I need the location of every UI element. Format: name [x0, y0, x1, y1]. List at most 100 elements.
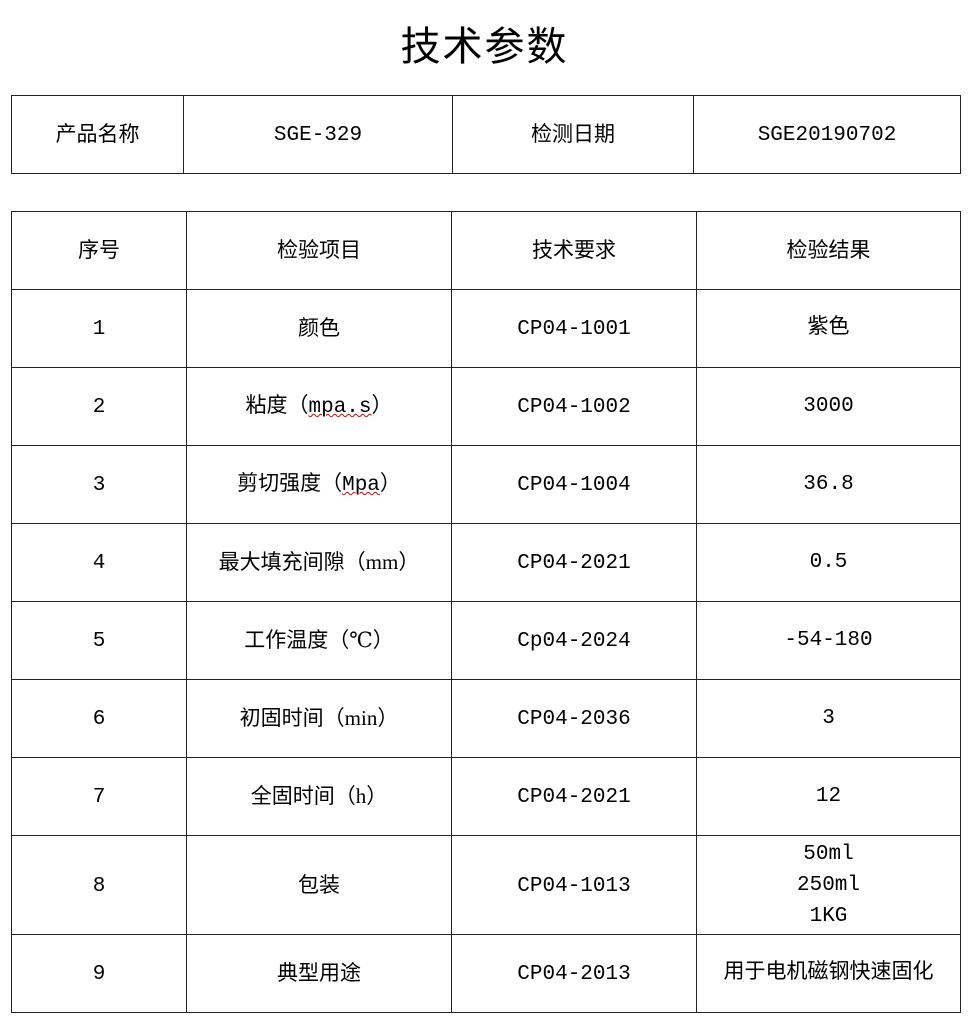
row-item: 包装 — [186, 835, 452, 935]
item-text: 初固时间（min） — [239, 706, 399, 730]
row-requirement: CP04-1013 — [451, 835, 697, 935]
item-text: 全固时间（h） — [250, 784, 388, 808]
row-result: 3000 — [696, 367, 961, 446]
row-requirement: CP04-1001 — [451, 289, 697, 368]
requirement-text: CP04-1013 — [517, 874, 631, 898]
row-result: 用于电机磁钢快速固化 — [696, 934, 961, 1013]
item-close: ） — [371, 393, 393, 417]
row-no-text: 4 — [92, 552, 106, 575]
requirement-text: CP04-2021 — [517, 552, 631, 575]
product-name-value: SGE-329 — [183, 95, 453, 174]
product-info-table: 产品名称 SGE-329 检测日期 SGE20190702 — [11, 95, 961, 174]
table-row: 4 最大填充间隙（mm） CP04-2021 0.5 — [11, 523, 961, 602]
test-date-label: 检测日期 — [452, 95, 694, 174]
product-name-text: SGE-329 — [273, 124, 363, 147]
result-line: 50ml — [803, 842, 854, 866]
item-close: ） — [379, 471, 401, 495]
item-text: 颜色 — [298, 316, 340, 340]
row-result: 50ml 250ml 1KG — [696, 835, 961, 935]
result-line: 12 — [815, 785, 842, 808]
row-requirement: CP04-2013 — [451, 934, 697, 1013]
test-date-text: SGE20190702 — [757, 124, 897, 147]
item-text: 典型用途 — [277, 961, 361, 985]
item-unit: mpa.s — [308, 396, 372, 419]
row-requirement: CP04-1004 — [451, 445, 697, 524]
requirement-text: CP04-1002 — [517, 396, 631, 419]
table-row: 7 全固时间（h） CP04-2021 12 — [11, 757, 961, 836]
row-requirement: CP04-2036 — [451, 679, 697, 758]
row-requirement: CP04-2021 — [451, 757, 697, 836]
table-row: 8 包装 CP04-1013 50ml 250ml 1KG — [11, 835, 961, 935]
row-no-text: 2 — [92, 396, 106, 419]
row-item: 典型用途 — [186, 934, 452, 1013]
row-no-text: 1 — [92, 318, 106, 341]
row-no-text: 9 — [92, 963, 106, 986]
result-line: -54-180 — [784, 629, 873, 652]
result-line: 36.8 — [803, 473, 854, 496]
row-requirement: Cp04-2024 — [451, 601, 697, 680]
row-no: 3 — [11, 445, 187, 524]
result-line: 用于电机磁钢快速固化 — [723, 962, 934, 985]
row-item: 全固时间（h） — [186, 757, 452, 836]
requirement-text: CP04-1001 — [517, 318, 631, 341]
row-item: 工作温度（℃） — [186, 601, 452, 680]
row-result: 36.8 — [696, 445, 961, 524]
row-item: 初固时间（min） — [186, 679, 452, 758]
header-requirement: 技术要求 — [451, 211, 697, 290]
product-name-label: 产品名称 — [11, 95, 184, 174]
row-item: 剪切强度（Mpa） — [186, 445, 452, 524]
row-requirement: CP04-2021 — [451, 523, 697, 602]
requirement-text: Cp04-2024 — [517, 630, 631, 653]
row-no: 9 — [11, 934, 187, 1013]
result-line: 紫色 — [807, 317, 850, 340]
table-row: 5 工作温度（℃） Cp04-2024 -54-180 — [11, 601, 961, 680]
row-no: 6 — [11, 679, 187, 758]
row-no: 5 — [11, 601, 187, 680]
row-item: 粘度（mpa.s） — [186, 367, 452, 446]
header-result: 检验结果 — [696, 211, 961, 290]
row-result: 3 — [696, 679, 961, 758]
result-line: 3000 — [803, 395, 854, 418]
item-text: 包装 — [298, 872, 340, 897]
row-item: 颜色 — [186, 289, 452, 368]
requirement-text: CP04-2036 — [517, 708, 631, 731]
page-title: 技术参数 — [400, 24, 569, 70]
product-info-row: 产品名称 SGE-329 检测日期 SGE20190702 — [11, 95, 961, 174]
table-row: 2 粘度（mpa.s） CP04-1002 3000 — [11, 367, 961, 446]
result-line: 250ml — [796, 873, 860, 897]
item-text: 剪切强度（ — [237, 471, 343, 495]
row-no-text: 6 — [92, 708, 106, 731]
row-result: 紫色 — [696, 289, 961, 368]
header-no: 序号 — [11, 211, 187, 290]
result-line: 0.5 — [809, 551, 848, 574]
table-row: 1 颜色 CP04-1001 紫色 — [11, 289, 961, 368]
test-date-value: SGE20190702 — [693, 95, 961, 174]
row-result: 0.5 — [696, 523, 961, 602]
row-no: 2 — [11, 367, 187, 446]
row-item: 最大填充间隙（mm） — [186, 523, 452, 602]
header-row: 序号 检验项目 技术要求 检验结果 — [11, 211, 961, 290]
item-text: 最大填充间隙（mm） — [218, 550, 420, 574]
row-no: 1 — [11, 289, 187, 368]
row-no-text: 8 — [92, 874, 106, 898]
result-line: 3 — [822, 707, 835, 730]
header-item: 检验项目 — [186, 211, 452, 290]
row-requirement: CP04-1002 — [451, 367, 697, 446]
row-no-text: 3 — [92, 474, 106, 497]
row-no: 8 — [11, 835, 187, 935]
table-row: 9 典型用途 CP04-2013 用于电机磁钢快速固化 — [11, 934, 961, 1013]
row-no: 7 — [11, 757, 187, 836]
requirement-text: CP04-2013 — [517, 963, 631, 986]
requirement-text: CP04-1004 — [517, 474, 631, 497]
table-row: 3 剪切强度（Mpa） CP04-1004 36.8 — [11, 445, 961, 524]
requirement-text: CP04-2021 — [517, 786, 631, 809]
row-no-text: 5 — [92, 630, 106, 653]
item-unit: Mpa — [342, 474, 380, 497]
spec-table: 序号 检验项目 技术要求 检验结果 1 颜色 CP04-1001 紫色 2 粘度（… — [11, 211, 961, 1013]
item-text: 工作温度（℃） — [244, 628, 394, 652]
table-row: 6 初固时间（min） CP04-2036 3 — [11, 679, 961, 758]
result-line: 1KG — [809, 904, 848, 928]
row-result: -54-180 — [696, 601, 961, 680]
row-no-text: 7 — [92, 786, 106, 809]
row-result: 12 — [696, 757, 961, 836]
